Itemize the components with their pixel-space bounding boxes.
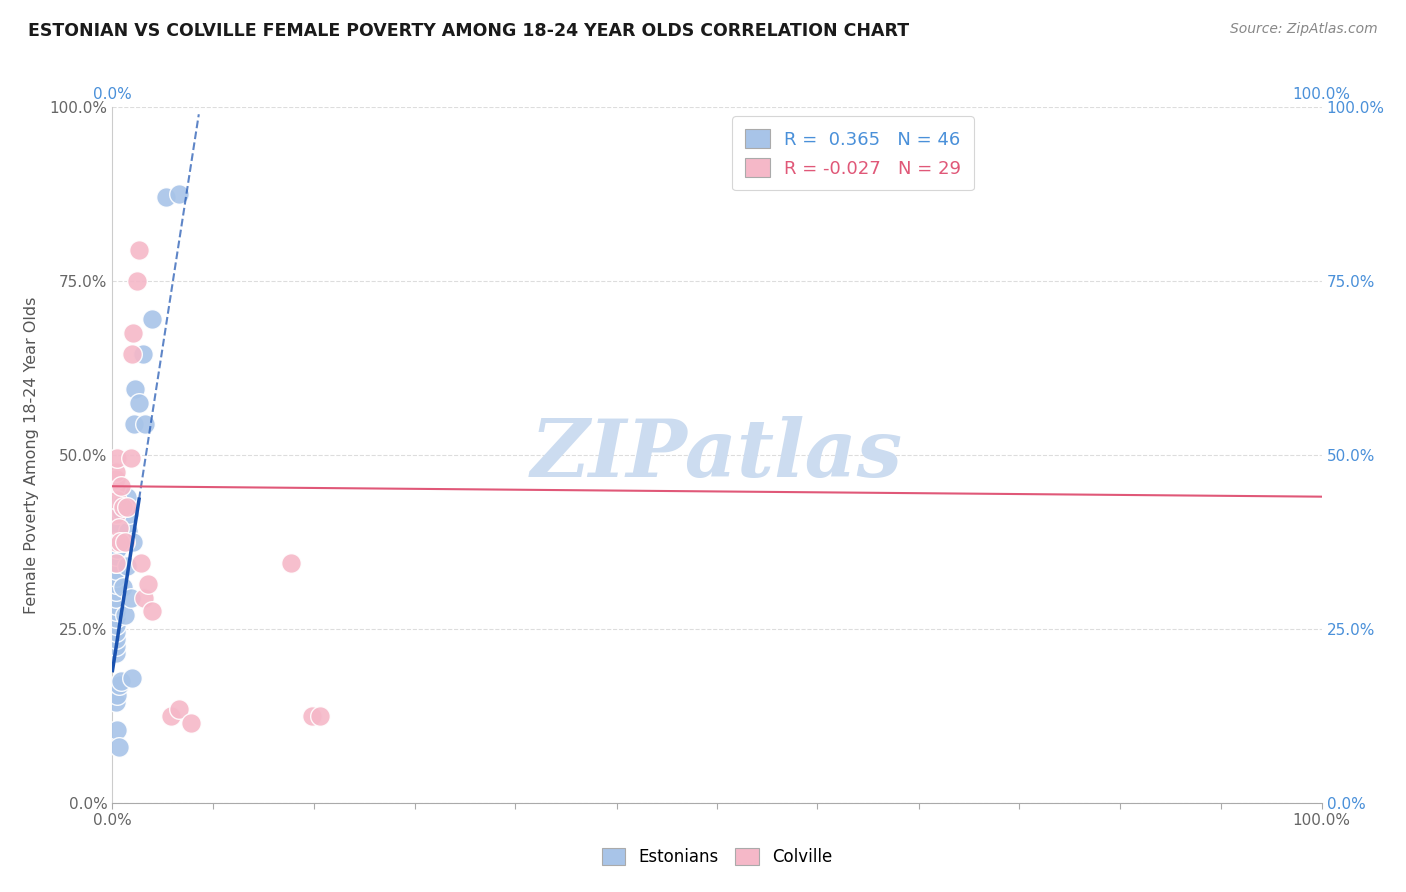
Point	[105, 632, 128, 647]
Point	[120, 591, 142, 605]
Text: Source: ZipAtlas.com: Source: ZipAtlas.com	[1230, 22, 1378, 37]
Point	[105, 556, 128, 570]
Point	[167, 187, 190, 202]
Point	[105, 591, 128, 605]
Point	[122, 417, 145, 431]
Point	[105, 598, 128, 612]
Point	[309, 708, 332, 723]
Point	[114, 535, 136, 549]
Point	[114, 607, 136, 622]
Point	[110, 479, 132, 493]
Point	[105, 576, 128, 591]
Point	[136, 576, 159, 591]
Point	[105, 507, 128, 521]
Point	[114, 535, 136, 549]
Point	[125, 274, 148, 288]
Point	[124, 382, 146, 396]
Point	[105, 472, 128, 486]
Point	[131, 556, 153, 570]
Legend: Estonians, Colville: Estonians, Colville	[593, 839, 841, 874]
Text: ZIPatlas: ZIPatlas	[531, 417, 903, 493]
Point	[134, 417, 156, 431]
Point	[105, 570, 128, 584]
Point	[115, 500, 138, 514]
Point	[167, 702, 190, 716]
Point	[105, 549, 128, 563]
Point	[105, 541, 128, 556]
Point	[122, 535, 145, 549]
Y-axis label: Female Poverty Among 18-24 Year Olds: Female Poverty Among 18-24 Year Olds	[24, 296, 38, 614]
Point	[112, 580, 135, 594]
Point	[132, 591, 155, 605]
Point	[118, 507, 141, 521]
Point	[105, 493, 128, 508]
Point	[180, 715, 202, 730]
Point	[105, 528, 128, 542]
Point	[121, 671, 143, 685]
Point	[105, 618, 128, 632]
Point	[105, 646, 128, 660]
Point	[105, 639, 128, 653]
Text: ESTONIAN VS COLVILLE FEMALE POVERTY AMONG 18-24 YEAR OLDS CORRELATION CHART: ESTONIAN VS COLVILLE FEMALE POVERTY AMON…	[28, 22, 910, 40]
Point	[105, 479, 128, 493]
Point	[107, 521, 129, 535]
Point	[107, 521, 129, 535]
Point	[105, 451, 128, 466]
Point	[107, 740, 129, 755]
Point	[111, 497, 134, 511]
Point	[105, 563, 128, 577]
Point	[117, 524, 139, 539]
Point	[120, 451, 142, 466]
Point	[141, 312, 163, 326]
Point	[110, 503, 132, 517]
Point	[105, 723, 128, 737]
Point	[280, 556, 302, 570]
Point	[105, 625, 128, 640]
Point	[301, 708, 323, 723]
Point	[105, 695, 128, 709]
Point	[105, 605, 128, 619]
Point	[132, 347, 155, 361]
Point	[128, 396, 150, 410]
Point	[121, 347, 143, 361]
Point	[105, 556, 128, 570]
Point	[115, 490, 138, 504]
Point	[105, 535, 128, 549]
Point	[110, 674, 132, 689]
Point	[155, 190, 177, 204]
Point	[105, 688, 128, 702]
Point	[122, 326, 145, 340]
Point	[105, 583, 128, 598]
Point	[128, 243, 150, 257]
Point	[107, 677, 129, 691]
Point	[105, 535, 128, 549]
Point	[112, 500, 135, 514]
Point	[107, 507, 129, 521]
Point	[141, 605, 163, 619]
Point	[105, 466, 128, 480]
Point	[105, 611, 128, 625]
Point	[159, 708, 181, 723]
Point	[108, 535, 131, 549]
Point	[115, 559, 138, 574]
